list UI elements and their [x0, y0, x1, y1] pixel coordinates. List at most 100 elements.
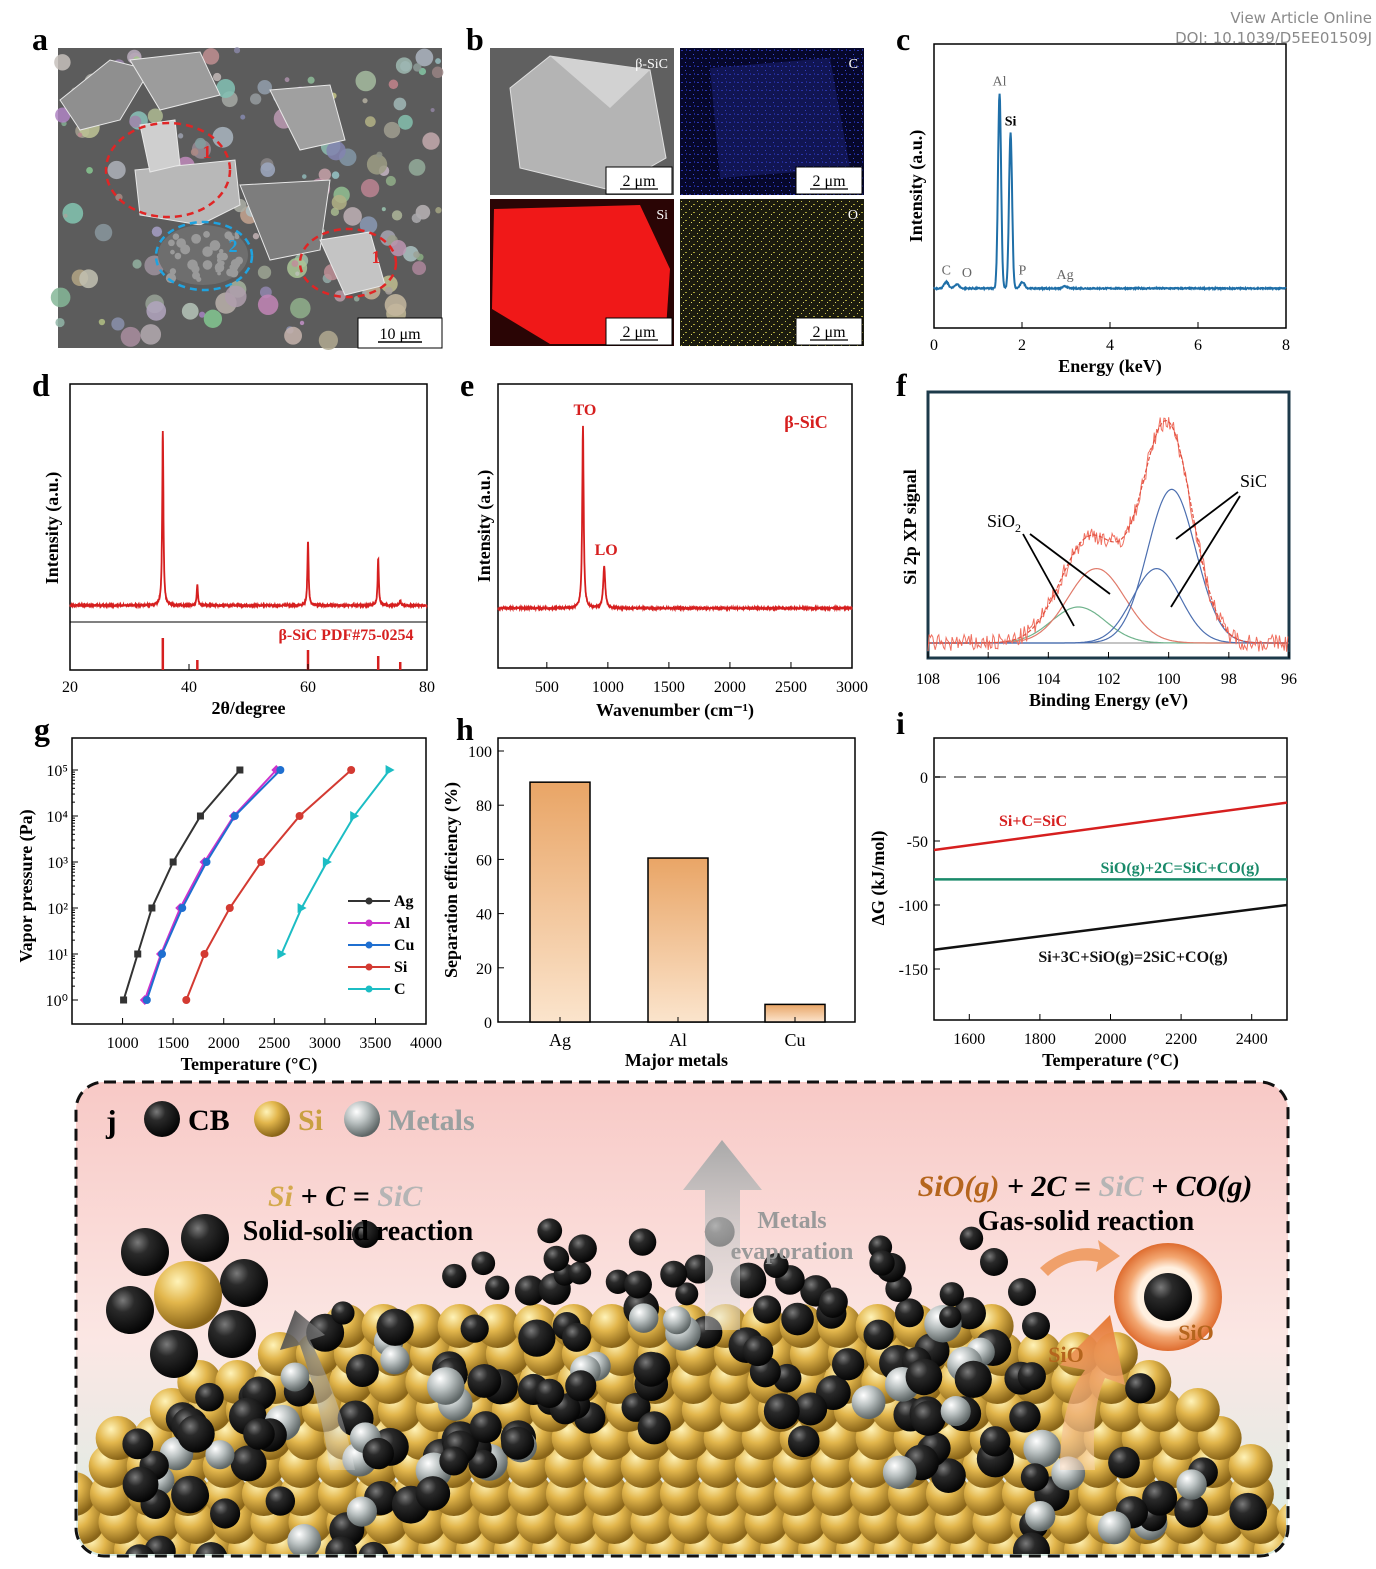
- plot-frame: [69, 383, 428, 671]
- sem-particle: [79, 269, 99, 289]
- sem-particle: [194, 137, 206, 149]
- floating-cb-particle: [628, 1228, 657, 1256]
- scale-bar-label: 2 μm: [622, 324, 656, 341]
- y-tick-label: 10²: [47, 901, 68, 918]
- floating-cb-particle: [980, 1248, 1008, 1276]
- metal-particle: [380, 1345, 410, 1375]
- peak-label: Ag: [1057, 268, 1074, 283]
- sem-particle: [146, 301, 167, 321]
- metal-particle: [662, 1306, 691, 1335]
- view-online-link[interactable]: View Article Online: [1230, 9, 1372, 27]
- cb-particle: [1108, 1446, 1140, 1479]
- x-tick-label: 1000: [592, 679, 624, 696]
- eds-map-C: C 2 μm: [680, 48, 864, 195]
- cb-particle: [742, 1335, 774, 1367]
- sem-particle: [94, 223, 113, 242]
- panel-letter: b: [466, 21, 484, 57]
- sem-particle: [366, 154, 388, 175]
- cb-particle: [534, 1378, 565, 1409]
- pointer-line: [1029, 533, 1111, 595]
- si-particle: [1175, 1388, 1220, 1432]
- legend-sphere: [144, 1101, 180, 1137]
- sem-agglomerate-grain: [192, 271, 201, 280]
- sem-particle: [257, 294, 279, 315]
- y-tick-label: 10⁴: [46, 809, 68, 826]
- cb-particle: [306, 1313, 345, 1352]
- sem-particle: [383, 121, 401, 139]
- equation-term: + 2C =: [999, 1170, 1098, 1203]
- sem-particle: [190, 148, 199, 156]
- metal-particle: [851, 1385, 886, 1420]
- floating-cb-particle: [1008, 1278, 1036, 1306]
- sem-particle: [290, 297, 311, 319]
- sem-particle: [384, 294, 407, 316]
- sem-particle: [252, 233, 260, 240]
- cb-particle: [895, 1298, 924, 1328]
- cb-particle: [468, 1449, 498, 1479]
- metal-particle: [426, 1367, 465, 1405]
- fit-component: [928, 488, 1288, 644]
- sem-particle: [385, 286, 393, 295]
- sem-agglomerate-grain: [220, 252, 228, 261]
- sio2-label: SiO2: [987, 511, 1021, 535]
- cb-cluster-particle: [208, 1310, 256, 1358]
- equation-term: C: [325, 1180, 346, 1213]
- sem-particle: [111, 317, 125, 331]
- y-tick-label: 10³: [47, 855, 68, 872]
- data-point-Ag: [148, 904, 156, 912]
- floating-cb-particle: [460, 1314, 489, 1343]
- legend-label: Si: [394, 959, 408, 976]
- panel-letter: d: [32, 367, 50, 403]
- metal-particle: [1176, 1469, 1207, 1500]
- sem-particle: [62, 202, 84, 224]
- cb-particle: [469, 1411, 502, 1444]
- legend-sphere: [254, 1101, 290, 1137]
- sem-particle: [213, 72, 222, 82]
- peak-label: Al: [993, 75, 1007, 90]
- x-tick-label: 96: [1281, 671, 1297, 688]
- sem-particle: [147, 108, 163, 124]
- data-point-Si: [295, 812, 304, 820]
- schematic-panel: j CB Si Metals Metals evaporation Si + C = SiC…: [74, 1080, 1290, 1558]
- sem-agglomerate-grain: [187, 259, 198, 271]
- floating-cb-particle: [675, 1282, 699, 1306]
- cb-particle: [752, 1295, 782, 1324]
- gas-arrow: [1040, 1240, 1120, 1276]
- floating-cb-particle: [331, 1301, 355, 1325]
- sem-particle: [413, 63, 422, 72]
- sem-particle: [284, 326, 303, 345]
- metal-particle: [1023, 1429, 1061, 1468]
- sem-crystal: [269, 84, 346, 151]
- x-tick-label: 1000: [107, 1035, 139, 1052]
- map-element-label: β-SiC: [635, 57, 668, 72]
- phase-annotation: β-SiC: [784, 412, 828, 432]
- eds-map-O: O 2 μm: [680, 199, 864, 346]
- x-axis-label: Binding Energy (eV): [1029, 690, 1188, 711]
- x-tick-label: 106: [976, 671, 1000, 688]
- sem-particle: [390, 239, 407, 257]
- scale-bar-label: 2 μm: [812, 173, 846, 190]
- sio-arrow-label: SiO: [1048, 1342, 1083, 1367]
- sem-agglomerate-grain: [170, 249, 175, 255]
- x-tick-label: 1800: [1024, 1031, 1056, 1048]
- sem-agglomerate-grain: [174, 252, 182, 260]
- sem-particle: [376, 151, 383, 158]
- right-equation: SiO(g) + 2C = SiC + CO(g): [918, 1170, 1253, 1203]
- sem-particle: [413, 251, 420, 258]
- sem-particle: [397, 114, 413, 130]
- data-point-Ag: [169, 858, 177, 866]
- x-axis-label: Energy (keV): [1058, 356, 1161, 377]
- cb-particle: [1017, 1362, 1046, 1391]
- data-point-C: [322, 857, 332, 867]
- panel-letter: h: [456, 711, 474, 747]
- floating-cb-particle: [471, 1251, 496, 1276]
- floating-cb-particle: [660, 1260, 688, 1288]
- data-point-C: [350, 811, 360, 821]
- data-point-Si: [200, 950, 209, 958]
- sem-agglomerate-grain: [176, 238, 186, 248]
- x-axis-label: 2θ/degree: [211, 698, 285, 718]
- y-tick-label: 80: [476, 798, 492, 815]
- y-tick-label: 20: [476, 961, 492, 978]
- x-tick-label: Al: [669, 1030, 687, 1050]
- sem-particle: [318, 330, 338, 350]
